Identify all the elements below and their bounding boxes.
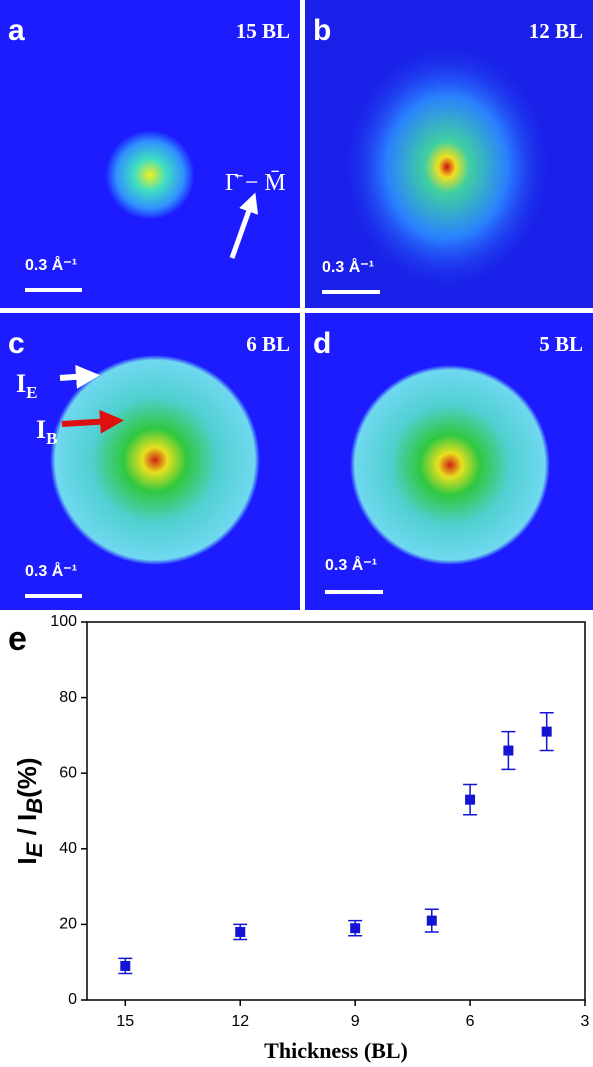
y-tick-label: 20 [59, 916, 77, 933]
thickness-label: 5 BL [539, 332, 583, 356]
y-tick-label: 40 [59, 840, 77, 857]
bulk-arrow [62, 421, 112, 424]
label-main: I [16, 369, 26, 398]
thickness-label: 6 BL [246, 332, 290, 356]
data-point [120, 961, 130, 971]
data-point [465, 795, 475, 805]
scale-label: 0.3 Å⁻¹ [325, 555, 377, 574]
x-tick-label: 6 [466, 1013, 475, 1030]
label-sub: B [46, 429, 57, 448]
diffraction-pattern [337, 37, 557, 297]
data-point [542, 727, 552, 737]
panel-letter: e [8, 620, 27, 658]
diffraction-pattern [350, 365, 550, 565]
label-sub: E [26, 383, 37, 402]
data-point [235, 927, 245, 937]
diffraction-pattern [50, 355, 260, 565]
y-label-part: E [22, 841, 47, 857]
plot-frame [87, 622, 585, 1000]
panel-letter: d [313, 327, 331, 360]
x-tick-label: 3 [581, 1013, 590, 1030]
x-tick-label: 9 [351, 1013, 360, 1030]
scale-label: 0.3 Å⁻¹ [25, 561, 77, 580]
y-tick-label: 80 [59, 689, 77, 706]
x-tick-label: 12 [231, 1013, 249, 1030]
figure: e0204060801001512963Thickness (BL)IE / I… [0, 0, 593, 1067]
panel-letter: c [8, 327, 25, 360]
panel-letter: a [8, 14, 25, 47]
y-axis-label: IE / IB(%) [12, 757, 47, 864]
thickness-label: 15 BL [236, 19, 290, 43]
chart: e 0 20 40 60 80 100 15 12 9 6 3 Thickness (BL) IE / I… [8, 613, 590, 1063]
data-point [427, 916, 437, 926]
thickness-label: 12 BL [529, 19, 583, 43]
direction-label: Γ̄ − M̄ [225, 170, 286, 196]
y-tick-label: 100 [50, 613, 77, 630]
x-axis-label: Thickness (BL) [264, 1038, 408, 1063]
y-label-part: (%) [12, 757, 42, 797]
diffraction-pattern [105, 130, 195, 220]
panel-letter: b [313, 14, 331, 47]
data-point [350, 923, 360, 933]
y-label-part: B [22, 798, 47, 814]
y-tick-label: 0 [68, 991, 77, 1008]
y-tick-label: 60 [59, 764, 77, 781]
data-point [503, 746, 513, 756]
y-label-part: / I [12, 814, 42, 843]
label-main: I [36, 415, 46, 444]
scale-label: 0.3 Å⁻¹ [25, 255, 77, 274]
y-label-part: I [12, 857, 42, 864]
edge-arrow [60, 376, 88, 378]
scale-label: 0.3 Å⁻¹ [322, 257, 374, 276]
x-tick-label: 15 [116, 1013, 134, 1030]
